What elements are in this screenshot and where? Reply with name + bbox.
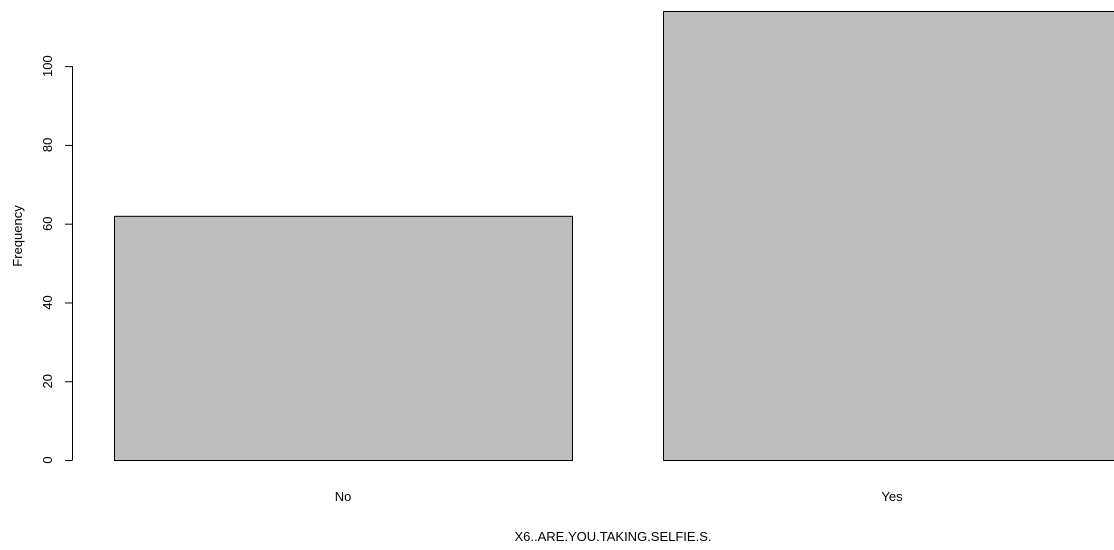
y-tick-label: 80 xyxy=(40,138,55,152)
plot-area xyxy=(114,11,1114,461)
y-tick-label: 20 xyxy=(40,374,55,388)
bar-no xyxy=(114,215,573,461)
bar-yes xyxy=(663,11,1114,461)
y-tick-label: 40 xyxy=(40,295,55,309)
x-axis-title: X6..ARE.YOU.TAKING.SELFIE.S. xyxy=(515,529,712,544)
y-axis: 0 20 40 60 80 100 xyxy=(40,55,73,464)
y-tick-label: 0 xyxy=(40,456,55,463)
y-tick-label: 60 xyxy=(40,216,55,230)
x-tick-label: Yes xyxy=(881,489,903,504)
x-axis-labels: No Yes xyxy=(335,489,903,504)
y-tick-label: 100 xyxy=(40,55,55,77)
y-axis-title: Frequency xyxy=(10,205,25,267)
x-tick-label: No xyxy=(335,489,352,504)
